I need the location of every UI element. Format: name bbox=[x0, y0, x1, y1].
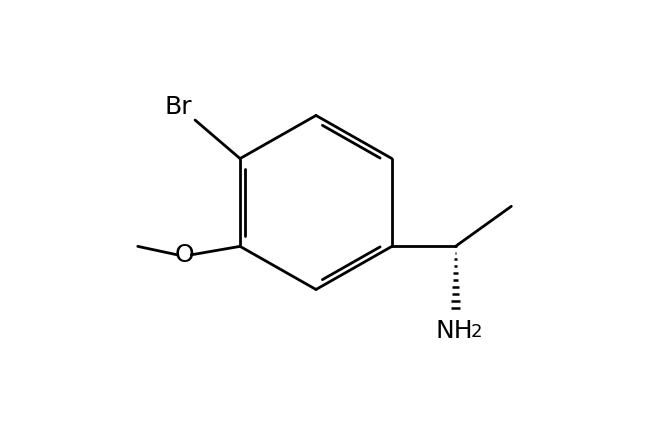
Text: NH: NH bbox=[436, 319, 474, 343]
Text: 2: 2 bbox=[470, 324, 482, 341]
Text: Br: Br bbox=[164, 95, 192, 119]
Text: O: O bbox=[174, 243, 194, 267]
